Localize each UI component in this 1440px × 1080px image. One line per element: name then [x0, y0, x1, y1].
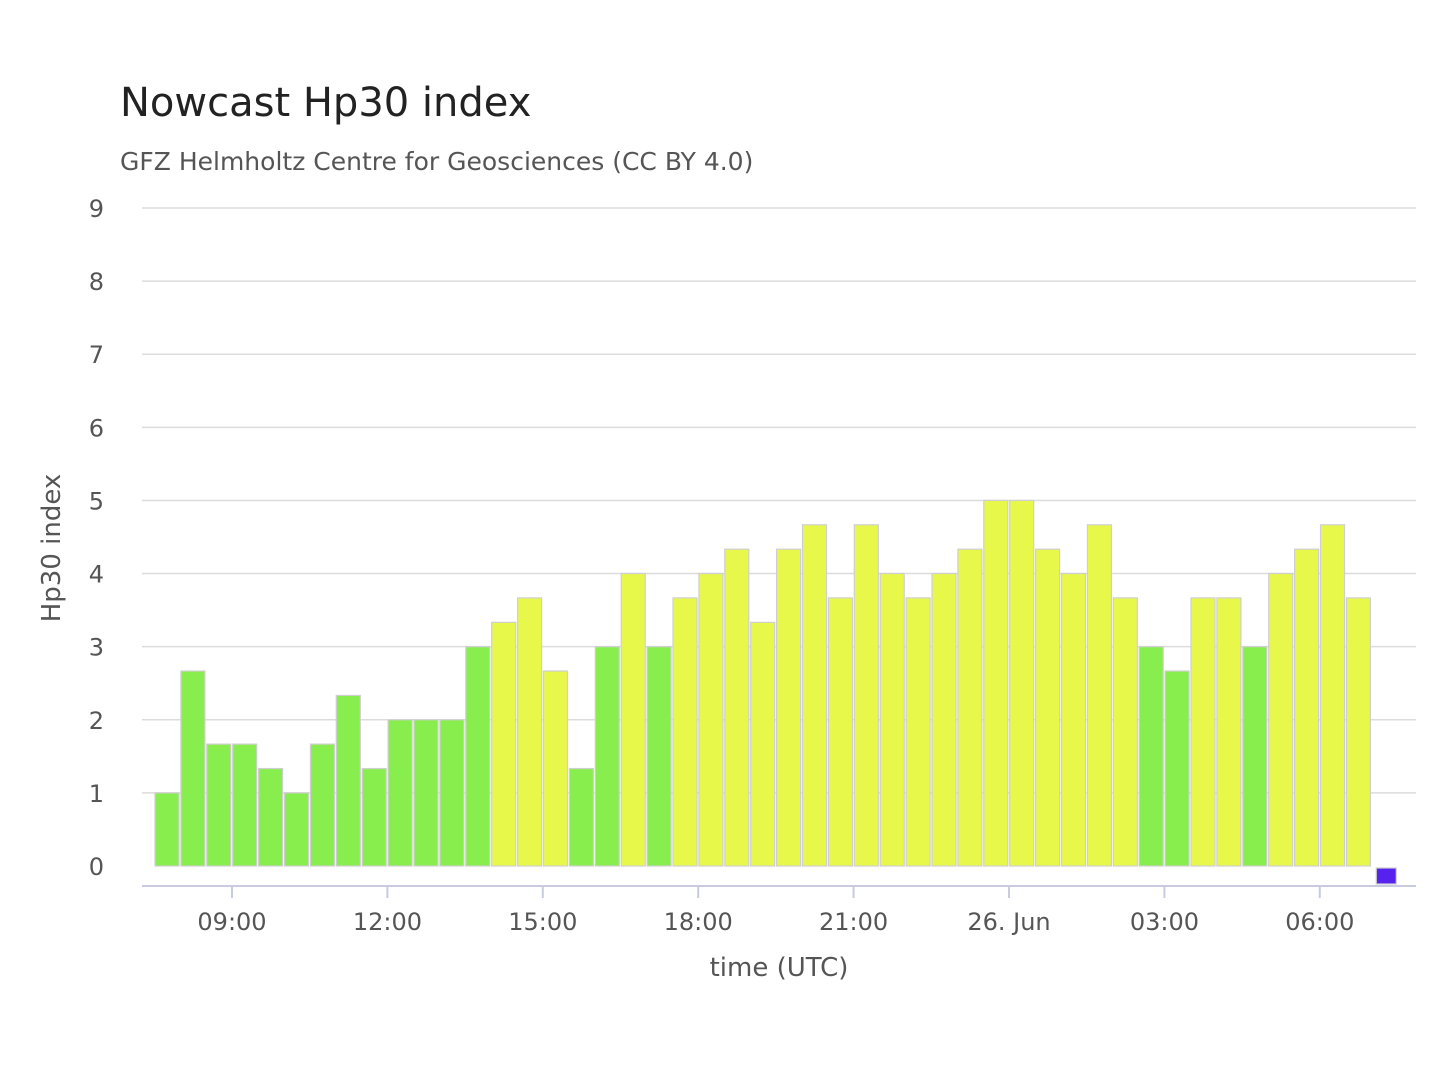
bar[interactable] — [309, 743, 335, 867]
bar[interactable] — [206, 743, 232, 867]
x-axis-title: time (UTC) — [710, 953, 849, 983]
x-axis-ticks: 09:00 12:00 15:00 18:00 21:00 26. Jun 03:00 06:… — [197, 886, 1354, 936]
bar[interactable] — [232, 743, 258, 867]
chart-title: Nowcast Hp30 index — [120, 80, 531, 126]
bar[interactable] — [827, 597, 854, 867]
bar[interactable] — [646, 646, 672, 867]
bar[interactable] — [154, 792, 180, 867]
bar[interactable] — [775, 548, 802, 867]
chart-subtitle: GFZ Helmholtz Centre for Geosciences (CC… — [120, 147, 753, 176]
bar[interactable] — [1293, 548, 1320, 867]
y-tick-label: 9 — [89, 195, 104, 223]
x-tick-label: 12:00 — [353, 908, 422, 936]
bar[interactable] — [335, 694, 361, 867]
bar[interactable] — [568, 767, 595, 867]
bar[interactable] — [1242, 646, 1268, 867]
y-tick-label: 0 — [89, 853, 104, 881]
bar[interactable] — [413, 719, 439, 867]
bar[interactable] — [698, 572, 724, 867]
bar[interactable] — [1319, 524, 1346, 867]
bar[interactable] — [1345, 597, 1372, 867]
bar[interactable] — [1060, 572, 1087, 867]
y-tick-label: 8 — [89, 268, 104, 296]
bar[interactable] — [180, 670, 206, 867]
y-tick-label: 6 — [89, 414, 104, 442]
bar[interactable] — [516, 597, 543, 867]
x-tick-label: 26. Jun — [967, 908, 1050, 936]
x-tick-label: 09:00 — [197, 908, 266, 936]
y-tick-label: 7 — [89, 341, 104, 369]
bar[interactable] — [1138, 646, 1164, 867]
bar[interactable] — [283, 792, 310, 867]
x-tick-label: 15:00 — [508, 908, 577, 936]
bar[interactable] — [724, 548, 750, 867]
bars — [154, 499, 1397, 885]
bar[interactable] — [1190, 597, 1216, 867]
bar[interactable] — [750, 621, 776, 867]
bar[interactable] — [1009, 499, 1035, 867]
y-tick-label: 1 — [89, 780, 104, 808]
bar[interactable] — [1112, 597, 1138, 867]
bar[interactable] — [853, 524, 879, 867]
bar[interactable] — [1216, 597, 1242, 867]
bar[interactable] — [931, 572, 957, 867]
x-tick-label: 06:00 — [1285, 908, 1354, 936]
bar[interactable] — [465, 646, 491, 867]
bar[interactable] — [905, 597, 931, 867]
bar[interactable] — [594, 646, 620, 867]
bar[interactable] — [1375, 867, 1397, 885]
bar[interactable] — [258, 767, 284, 867]
y-tick-label: 3 — [89, 634, 104, 662]
y-tick-label: 4 — [89, 561, 104, 589]
bar[interactable] — [957, 548, 983, 867]
bar[interactable] — [361, 767, 387, 867]
bar[interactable] — [672, 597, 698, 867]
bar[interactable] — [983, 499, 1009, 867]
bar[interactable] — [542, 670, 569, 867]
bar[interactable] — [1164, 670, 1190, 867]
bar[interactable] — [387, 719, 413, 867]
bar[interactable] — [801, 524, 828, 867]
y-tick-label: 2 — [89, 707, 104, 735]
bar[interactable] — [439, 719, 465, 867]
bar[interactable] — [491, 621, 517, 867]
bar[interactable] — [1268, 572, 1294, 867]
y-axis-ticks: 0 1 2 3 4 5 6 7 8 9 — [89, 195, 104, 881]
bar[interactable] — [1034, 548, 1061, 867]
x-tick-label: 18:00 — [664, 908, 733, 936]
bar[interactable] — [879, 572, 905, 867]
bar[interactable] — [620, 572, 646, 867]
y-axis-title: Hp30 index — [37, 474, 67, 623]
x-tick-label: 21:00 — [819, 908, 888, 936]
x-tick-label: 03:00 — [1130, 908, 1199, 936]
y-tick-label: 5 — [89, 487, 104, 515]
bar[interactable] — [1086, 524, 1113, 867]
